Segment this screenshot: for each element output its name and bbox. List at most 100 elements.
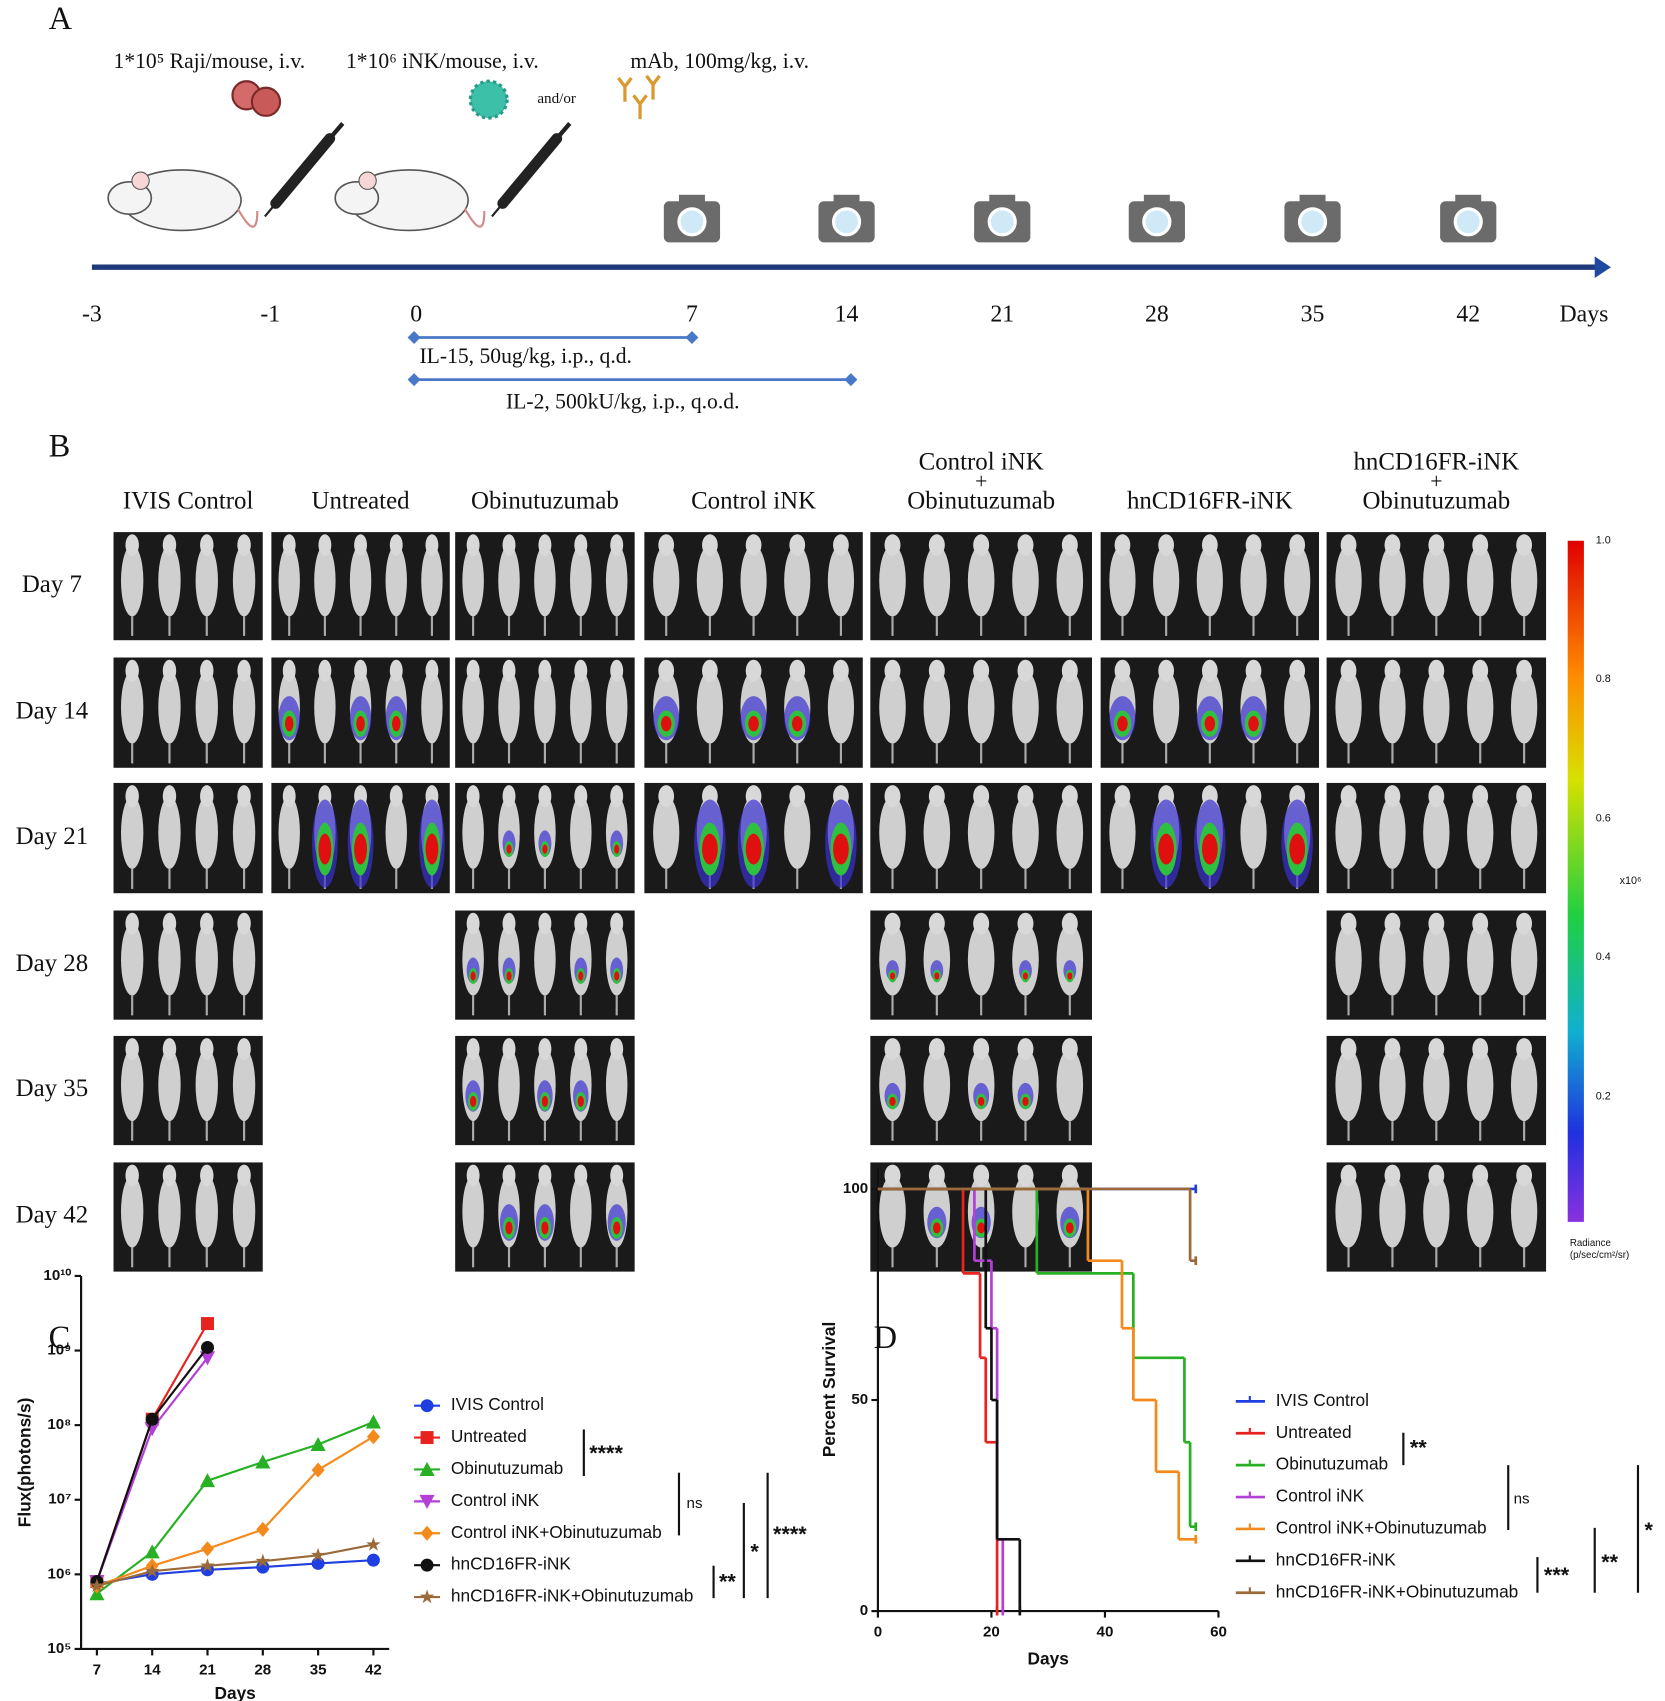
mouse (1284, 670, 1311, 744)
ivis-image (870, 532, 1092, 641)
mouse-head (1114, 659, 1131, 682)
ivis-image (870, 782, 1092, 894)
mouse-head (610, 785, 624, 808)
mouse-head (200, 659, 214, 682)
mouse (1196, 545, 1223, 617)
marker (310, 1436, 326, 1451)
mouse (232, 1049, 256, 1122)
mouse-head (237, 912, 251, 935)
mouse (534, 670, 556, 744)
mouse-head (1384, 1164, 1401, 1187)
mouse-head (702, 534, 718, 556)
mouse-head (237, 534, 251, 556)
mouse (120, 796, 144, 869)
mouse-head (1340, 659, 1357, 682)
timeline-unit: Days (1559, 301, 1608, 327)
syringe-needle (264, 202, 277, 218)
series-line (96, 1435, 374, 1587)
panel-label: A (49, 1, 73, 37)
mouse (605, 1049, 628, 1122)
mouse-head (125, 1038, 139, 1060)
mouse (1153, 545, 1180, 617)
marker (201, 1541, 214, 1557)
mouse (1510, 1049, 1538, 1122)
legend-label: hnCD16FR-iNK (1276, 1549, 1397, 1569)
mouse-head (789, 659, 806, 682)
mouse (1379, 796, 1406, 869)
camera-lens (831, 207, 862, 237)
mouse-head (574, 534, 588, 556)
marker (144, 1563, 160, 1578)
significance-label: **** (773, 1521, 807, 1546)
mouse (1012, 796, 1039, 869)
mouse-head (1384, 1038, 1401, 1060)
injection-label: 1*10⁶ iNK/mouse, i.v. (346, 49, 539, 73)
mouse (1467, 1049, 1494, 1122)
mouse (923, 670, 951, 744)
panel-label: B (49, 428, 71, 464)
mouse-head (928, 534, 945, 556)
mouse-head (1516, 1164, 1533, 1187)
mouse (1379, 670, 1406, 744)
y-tick-label: 10⁵ (47, 1640, 71, 1657)
ivis-image (644, 532, 863, 641)
mouse-head (833, 534, 849, 556)
mouse-head (1472, 1164, 1489, 1187)
mouse (158, 670, 181, 744)
marker (201, 1340, 214, 1354)
mouse (1335, 796, 1362, 869)
signal (977, 1096, 985, 1107)
antibody (632, 94, 648, 120)
mouse-head (502, 1038, 516, 1060)
mouse (232, 1175, 256, 1248)
ivis-image (113, 1162, 263, 1272)
mouse-head (1201, 659, 1218, 682)
signal (505, 1221, 513, 1235)
signal (541, 1095, 549, 1107)
mouse (605, 545, 628, 617)
ivis-image (644, 657, 863, 768)
mouse-head (1516, 912, 1533, 935)
mouse-head (1428, 659, 1445, 682)
mouse-head (466, 912, 480, 935)
mouse-head (1289, 534, 1306, 556)
mouse-head (354, 659, 367, 682)
syringe-barrel (270, 133, 336, 209)
mouse-head (1340, 534, 1357, 556)
colorbar-tick: 1.0 (1596, 535, 1611, 547)
ivis-image (1326, 1035, 1547, 1146)
mouse (498, 545, 520, 617)
signal (318, 833, 332, 865)
mouse-head (1017, 785, 1034, 808)
mouse-head (574, 1038, 588, 1060)
mouse (1284, 545, 1311, 617)
mouse-head (1017, 659, 1034, 682)
legend-label: Obinutuzumab (1276, 1454, 1388, 1474)
mouse (784, 545, 811, 617)
signal (613, 1221, 621, 1235)
mouse (605, 670, 628, 744)
y-tick-label: 10⁶ (48, 1565, 72, 1582)
camera-top (833, 194, 860, 204)
mouse-head (973, 1164, 990, 1187)
row-label: Day 28 (16, 950, 88, 977)
signal (745, 833, 762, 865)
mouse (1056, 796, 1084, 869)
ivis-image (455, 910, 635, 1020)
mouse-head (162, 534, 177, 556)
mouse (498, 670, 520, 744)
x-tick-label: 60 (1210, 1624, 1227, 1641)
mouse-head (702, 659, 718, 682)
ivis-image (1326, 782, 1547, 894)
mouse (462, 670, 484, 744)
column-header: IVIS Control (123, 488, 254, 515)
mouse (385, 796, 407, 869)
mouse (158, 1049, 181, 1122)
mouse (158, 796, 181, 869)
mouse-head (928, 1164, 945, 1187)
syringe-barrel (497, 133, 563, 209)
ivis-image (870, 1035, 1092, 1146)
camera-top (1299, 194, 1326, 204)
mouse-head (1061, 1038, 1078, 1060)
